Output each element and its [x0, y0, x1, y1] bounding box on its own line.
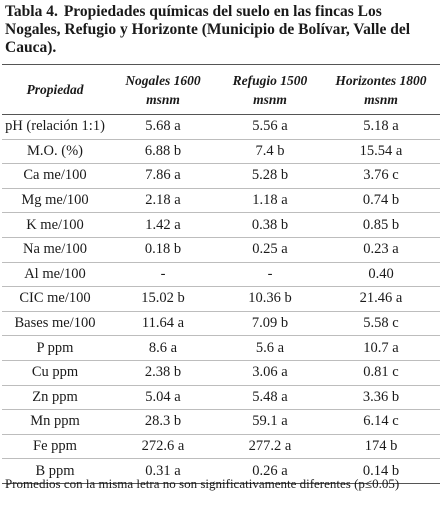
value-cell: - [108, 262, 218, 288]
value-cell: 5.58 c [322, 311, 440, 337]
table-row: K me/100 1.42 a 0.38 b 0.85 b [2, 212, 440, 238]
value-cell: 3.06 a [218, 360, 322, 386]
value-cell: 6.88 b [108, 139, 218, 165]
value-cell: 59.1 a [218, 409, 322, 435]
value-cell: 272.6 a [108, 434, 218, 460]
table-row: B ppm 0.31 a 0.26 a 0.14 b [2, 458, 440, 484]
value-cell: 10.7 a [322, 335, 440, 361]
value-cell: 0.38 b [218, 212, 322, 238]
soil-properties-table: Propiedad Nogales 1600 msnm Refugio 1500… [2, 64, 440, 484]
table-row: CIC me/100 15.02 b 10.36 b 21.46 a [2, 286, 440, 312]
table-number: Tabla 4. [5, 3, 58, 20]
value-cell: 5.56 a [218, 114, 322, 140]
property-cell: P ppm [2, 335, 108, 361]
value-cell: 0.81 c [322, 360, 440, 386]
value-cell: 8.6 a [108, 335, 218, 361]
value-cell: 2.38 b [108, 360, 218, 386]
value-cell: 0.40 [322, 262, 440, 288]
table-row: Bases me/100 11.64 a 7.09 b 5.58 c [2, 311, 440, 337]
value-cell: 28.3 b [108, 409, 218, 435]
value-cell: 5.48 a [218, 385, 322, 411]
header-horizontes: Horizontes 1800 msnm [322, 64, 440, 115]
header-refugio: Refugio 1500 msnm [218, 64, 322, 115]
value-cell: 3.36 b [322, 385, 440, 411]
value-cell: 0.25 a [218, 237, 322, 263]
property-cell: K me/100 [2, 212, 108, 238]
value-cell: 0.74 b [322, 188, 440, 214]
property-cell: Na me/100 [2, 237, 108, 263]
property-cell: CIC me/100 [2, 286, 108, 312]
table-row: Mn ppm 28.3 b 59.1 a 6.14 c [2, 409, 440, 435]
table-row: Fe ppm 272.6 a 277.2 a 174 b [2, 434, 440, 460]
table-row: M.O. (%) 6.88 b 7.4 b 15.54 a [2, 139, 440, 165]
property-cell: Mg me/100 [2, 188, 108, 214]
table-row: Mg me/100 2.18 a 1.18 a 0.74 b [2, 188, 440, 214]
property-cell: B ppm [2, 458, 108, 484]
value-cell: 1.42 a [108, 212, 218, 238]
property-cell: pH (relación 1:1) [2, 114, 108, 140]
header-nogales: Nogales 1600 msnm [108, 64, 218, 115]
table-body: pH (relación 1:1) 5.68 a 5.56 a 5.18 a M.O. … [2, 114, 440, 484]
value-cell: 5.04 a [108, 385, 218, 411]
table-row: pH (relación 1:1) 5.68 a 5.56 a 5.18 a [2, 114, 440, 140]
header-propiedad: Propiedad [2, 64, 108, 115]
value-cell: 11.64 a [108, 311, 218, 337]
table-title: Propiedades químicas del suelo en las fi… [5, 3, 411, 56]
value-cell: 15.02 b [108, 286, 218, 312]
value-cell: 21.46 a [322, 286, 440, 312]
property-cell: M.O. (%) [2, 139, 108, 165]
property-cell: Al me/100 [2, 262, 108, 288]
table-caption: Tabla 4. Propiedades químicas del suelo e… [5, 3, 437, 57]
property-cell: Zn ppm [2, 385, 108, 411]
value-cell: 0.85 b [322, 212, 440, 238]
value-cell: 277.2 a [218, 434, 322, 460]
value-cell: 6.14 c [322, 409, 440, 435]
property-cell: Mn ppm [2, 409, 108, 435]
value-cell: 2.18 a [108, 188, 218, 214]
value-cell: 0.14 b [322, 458, 440, 484]
value-cell: 7.09 b [218, 311, 322, 337]
value-cell: 7.86 a [108, 163, 218, 189]
value-cell: 5.18 a [322, 114, 440, 140]
property-cell: Fe ppm [2, 434, 108, 460]
value-cell: 1.18 a [218, 188, 322, 214]
header-row: Propiedad Nogales 1600 msnm Refugio 1500… [2, 64, 440, 115]
table-row: Al me/100- -0.40 [2, 262, 440, 288]
table-row: Ca me/100 7.86 a 5.28 b 3.76 c [2, 163, 440, 189]
value-cell: 174 b [322, 434, 440, 460]
property-cell: Cu ppm [2, 360, 108, 386]
value-cell: 3.76 c [322, 163, 440, 189]
value-cell: 0.23 a [322, 237, 440, 263]
property-cell: Bases me/100 [2, 311, 108, 337]
value-cell: 7.4 b [218, 139, 322, 165]
value-cell: 0.18 b [108, 237, 218, 263]
value-cell: 15.54 a [322, 139, 440, 165]
value-cell: 5.28 b [218, 163, 322, 189]
table-row: Cu ppm 2.38 b 3.06 a 0.81 c [2, 360, 440, 386]
table-row: Na me/100 0.18 b 0.25 a 0.23 a [2, 237, 440, 263]
value-cell: 10.36 b [218, 286, 322, 312]
table-row: Zn ppm 5.04 a 5.48 a 3.36 b [2, 385, 440, 411]
table-footnote: Promedios con la misma letra no son sign… [5, 476, 400, 491]
value-cell: 0.31 a [108, 458, 218, 484]
table-row: P ppm 8.6 a 5.6 a 10.7 a [2, 335, 440, 361]
value-cell: 5.68 a [108, 114, 218, 140]
value-cell: 0.26 a [218, 458, 322, 484]
value-cell: 5.6 a [218, 335, 322, 361]
property-cell: Ca me/100 [2, 163, 108, 189]
value-cell: - [218, 262, 322, 288]
